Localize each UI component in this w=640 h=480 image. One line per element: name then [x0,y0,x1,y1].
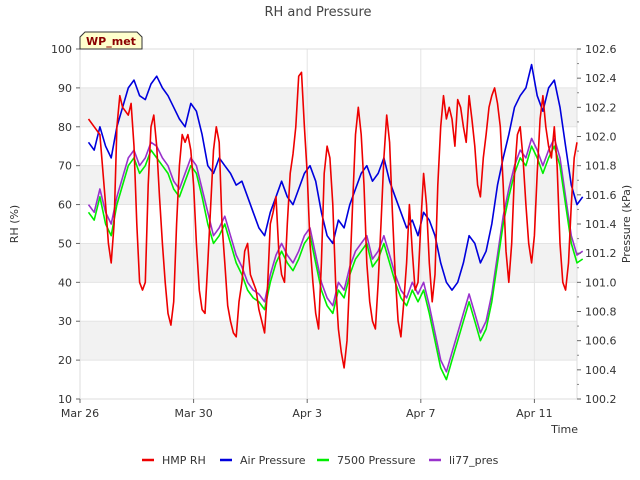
y-right-tick-label: 101.4 [585,218,617,231]
y-right-tick-label: 101.6 [585,189,617,202]
y-right-tick-label: 102.0 [585,131,617,144]
y-right-tick-label: 102.2 [585,101,617,114]
legend-label: HMP RH [162,454,206,467]
y-right-tick-label: 100.6 [585,335,617,348]
x-tick-label: Mar 26 [61,407,99,420]
x-tick-label: Mar 30 [174,407,212,420]
series-line-air-pressure [87,63,584,291]
station-badge: WP_met [79,31,143,50]
grid-band [80,360,577,399]
y-right-tick-label: 102.6 [585,43,617,56]
y-right-tick-label: 100.2 [585,393,617,406]
station-badge-shape [79,31,143,50]
legend-label: Air Pressure [240,454,306,467]
x-axis: Mar 26 Mar 30 Apr 3 Apr 7 Apr 11 [61,399,553,420]
grid-band [80,243,577,283]
y-axis-left-title: RH (%) [8,205,21,243]
x-axis-title: Time [550,423,578,436]
series-line-hmp-rh [87,71,578,369]
y-left-tick-label: 100 [51,43,72,56]
grid-band [80,321,577,361]
station-label: WP_met [86,35,136,48]
y-right-tick-label: 102.4 [585,72,617,85]
y-left-tick-label: 60 [58,199,72,212]
legend-label: li77_pres [449,454,499,467]
right-axis: 100.2 100.4 100.6 100.8 101.0 101.2 101.4 101.6… [577,43,617,406]
y-left-tick-label: 50 [58,237,72,250]
y-left-tick-label: 20 [58,354,72,367]
grid-band [80,87,577,127]
y-left-tick-label: 70 [58,160,72,173]
y-right-tick-label: 101.2 [585,247,617,260]
chart-title: RH and Pressure [264,5,371,20]
legend: HMP RH Air Pressure 7500 Pressure li77_pres [142,454,499,467]
x-tick-label: Apr 11 [516,407,553,420]
series-layer [87,63,584,381]
y-left-tick-label: 80 [58,121,72,134]
series-line-7500-pressure [87,145,584,381]
grid-band [80,282,577,322]
legend-label: 7500 Pressure [337,454,416,467]
grid-band [80,49,577,88]
y-left-tick-label: 40 [58,276,72,289]
left-axis: 10 20 30 40 50 60 70 80 90 100 [51,43,80,406]
y-axis-right-title: Pressure (kPa) [620,185,633,263]
y-left-tick-label: 10 [58,393,72,406]
y-right-tick-label: 100.4 [585,364,617,377]
y-right-tick-label: 100.8 [585,306,617,319]
y-right-tick-label: 101.8 [585,160,617,173]
y-right-tick-label: 101.0 [585,276,617,289]
y-left-tick-label: 30 [58,315,72,328]
grid-band [80,165,577,205]
x-tick-label: Apr 7 [406,407,436,420]
y-left-tick-label: 90 [58,82,72,95]
x-tick-label: Apr 3 [292,407,322,420]
